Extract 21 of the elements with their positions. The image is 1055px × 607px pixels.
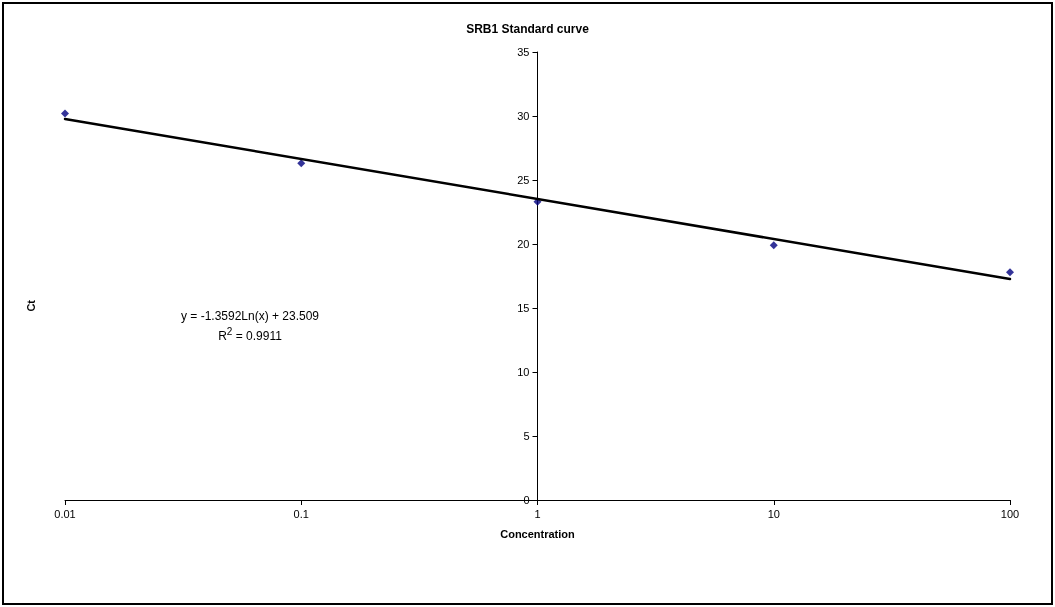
annotation: R$^{2}$ = 0.9911: [217, 325, 283, 344]
y-axis-title: Ct: [24, 299, 37, 312]
point: [1006, 268, 1014, 277]
y-tick-label: 20: [517, 238, 530, 250]
y-tick-label: 15: [517, 302, 530, 314]
x-tick-label: 10: [767, 507, 780, 520]
y-tick-label: 25: [517, 174, 530, 186]
y-tick-label: 10: [517, 366, 530, 378]
y-tick-label: 30: [517, 110, 530, 122]
y-tick-label: 35: [517, 46, 530, 58]
x-tick-label: 100: [1000, 507, 1020, 520]
point: [297, 159, 306, 168]
annotation: y = -1.3592Ln(x) + 23.509: [179, 308, 321, 324]
x-tick-label: 0.01: [54, 507, 76, 520]
x-tick-label: 1: [534, 507, 541, 520]
x-axis-title: Concentration: [500, 527, 576, 540]
point: [769, 241, 778, 250]
y-tick-label: 5: [523, 430, 530, 442]
chart-title: SRB1 Standard curve: [466, 22, 590, 36]
point: [61, 109, 69, 118]
x-tick-label: 0.1: [293, 507, 309, 520]
